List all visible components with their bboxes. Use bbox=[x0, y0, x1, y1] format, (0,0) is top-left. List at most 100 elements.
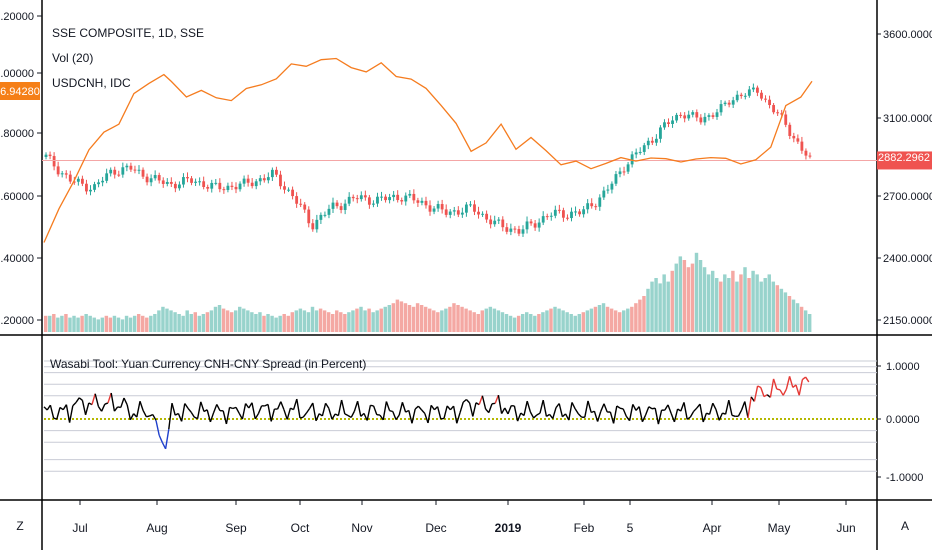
legend-usdcnh[interactable]: USDCNH, IDC bbox=[52, 76, 131, 90]
candle-body bbox=[392, 195, 395, 197]
volume-bar bbox=[468, 310, 471, 332]
volume-bar bbox=[569, 314, 572, 332]
volume-bar bbox=[270, 316, 273, 332]
candle-body bbox=[703, 117, 706, 122]
volume-bar bbox=[52, 314, 55, 332]
candle-body bbox=[720, 104, 723, 112]
candle-body bbox=[538, 223, 541, 228]
volume-bar bbox=[695, 253, 698, 332]
candle-body bbox=[493, 221, 496, 225]
candle-body bbox=[218, 183, 221, 189]
volume-bar bbox=[578, 314, 581, 332]
volume-bar bbox=[238, 307, 241, 332]
volume-bar bbox=[792, 300, 795, 332]
volume-bar bbox=[533, 316, 536, 332]
volume-bar bbox=[630, 307, 633, 332]
time-axis-label: Jun bbox=[836, 521, 855, 535]
candle-body bbox=[416, 200, 419, 203]
volume-bar bbox=[371, 312, 374, 332]
volume-bar bbox=[177, 314, 180, 332]
oscillator-tick-label: 1.0000 bbox=[886, 361, 920, 373]
volume-bar bbox=[707, 274, 710, 332]
legend-sse[interactable]: SSE COMPOSITE, 1D, SSE bbox=[52, 26, 204, 40]
volume-bar bbox=[808, 314, 811, 332]
candle-body bbox=[784, 114, 787, 124]
volume-bar bbox=[222, 309, 225, 332]
oscillator-tick-label: -1.0000 bbox=[886, 472, 923, 484]
left-tick-label: 6.80000 bbox=[0, 128, 34, 140]
candle-body bbox=[404, 196, 407, 202]
candle-body bbox=[740, 95, 743, 96]
volume-bar bbox=[335, 310, 338, 332]
volume-bar bbox=[537, 314, 540, 332]
candle-body bbox=[457, 210, 460, 214]
volume-bar bbox=[169, 310, 172, 332]
volume-bar bbox=[509, 316, 512, 332]
candle-body bbox=[679, 115, 682, 116]
volume-bar bbox=[64, 314, 67, 332]
candle-body bbox=[311, 223, 314, 229]
volume-bar bbox=[505, 314, 508, 332]
candle-body bbox=[768, 100, 771, 105]
candle-body bbox=[437, 204, 440, 208]
candle-body bbox=[526, 221, 529, 229]
volume-bar bbox=[654, 278, 657, 332]
candle-body bbox=[364, 195, 367, 197]
volume-bar bbox=[448, 307, 451, 332]
volume-bar bbox=[234, 310, 237, 332]
time-axis-label: Apr bbox=[703, 521, 722, 535]
candle-body bbox=[65, 173, 68, 174]
candle-body bbox=[178, 185, 181, 189]
candle-body bbox=[299, 204, 302, 205]
scale-mode-button[interactable]: Z bbox=[16, 519, 23, 533]
left-tick-label: 6.40000 bbox=[0, 253, 34, 265]
right-tick-label: 3600.0000 bbox=[883, 29, 932, 41]
candle-body bbox=[449, 212, 452, 215]
candle-body bbox=[712, 115, 715, 117]
volume-bar bbox=[800, 307, 803, 332]
candle-body bbox=[550, 216, 553, 217]
candle-body bbox=[348, 197, 351, 204]
volume-bar bbox=[287, 316, 290, 332]
time-axis-label: Aug bbox=[146, 521, 167, 535]
candle-body bbox=[380, 197, 383, 198]
candle-body bbox=[546, 216, 549, 217]
volume-bar bbox=[541, 312, 544, 332]
volume-bar bbox=[113, 316, 116, 332]
candle-body bbox=[764, 99, 767, 100]
candle-body bbox=[619, 171, 622, 174]
candle-body bbox=[518, 229, 521, 234]
volume-bar bbox=[642, 296, 645, 332]
volume-bar bbox=[307, 312, 310, 332]
volume-bar bbox=[497, 310, 500, 332]
candle-body bbox=[558, 210, 561, 211]
volume-bar bbox=[60, 316, 63, 332]
volume-bar bbox=[80, 316, 83, 332]
left-tick-label: 7.00000 bbox=[0, 68, 34, 80]
candle-body bbox=[647, 141, 650, 145]
oscillator-title[interactable]: Wasabi Tool: Yuan Currency CNH-CNY Sprea… bbox=[50, 357, 366, 371]
oscillator-tick-label: 0.0000 bbox=[886, 414, 920, 426]
left-price-badge-text: 6.94280 bbox=[0, 86, 40, 98]
candle-body bbox=[271, 170, 274, 177]
legend-vol[interactable]: Vol (20) bbox=[52, 51, 93, 65]
candle-body bbox=[473, 204, 476, 211]
volume-bar bbox=[513, 318, 516, 332]
candle-body bbox=[235, 187, 238, 189]
volume-bar bbox=[129, 318, 132, 332]
candle-body bbox=[174, 184, 177, 188]
volume-bar bbox=[598, 305, 601, 332]
candle-body bbox=[158, 175, 161, 180]
oscillator-segment bbox=[620, 408, 623, 409]
time-axis-label: 2019 bbox=[495, 521, 522, 535]
volume-bar bbox=[772, 282, 775, 332]
candle-body bbox=[138, 170, 141, 171]
candle-body bbox=[109, 170, 112, 174]
auto-scale-button[interactable]: A bbox=[901, 519, 909, 533]
volume-bar bbox=[747, 278, 750, 332]
candle-body bbox=[683, 115, 686, 118]
volume-bar bbox=[258, 312, 261, 332]
candle-body bbox=[699, 118, 702, 123]
candle-body bbox=[748, 89, 751, 95]
